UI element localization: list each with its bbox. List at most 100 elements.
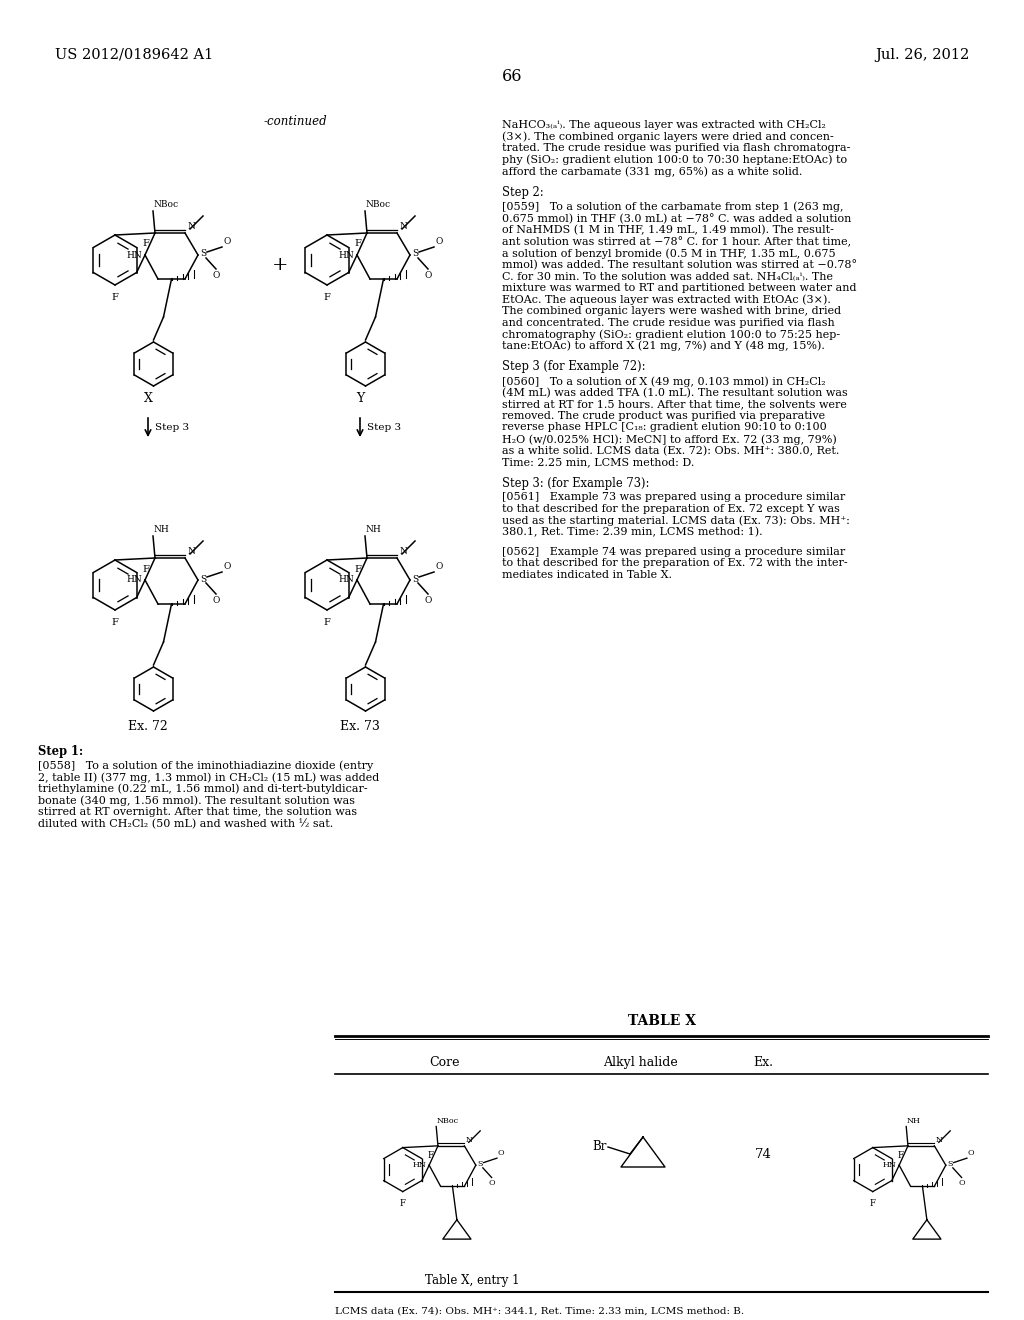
Text: F: F <box>112 293 119 302</box>
Text: mmol) was added. The resultant solution was stirred at −0.78°: mmol) was added. The resultant solution … <box>502 260 857 271</box>
Text: N: N <box>936 1137 943 1144</box>
Text: Br: Br <box>593 1140 607 1154</box>
Text: O: O <box>488 1179 495 1187</box>
Text: S: S <box>412 574 418 583</box>
Text: F: F <box>324 293 331 302</box>
Text: [0561]   Example 73 was prepared using a procedure similar: [0561] Example 73 was prepared using a p… <box>502 492 845 503</box>
Text: S: S <box>947 1160 953 1168</box>
Text: Step 1:: Step 1: <box>38 744 83 758</box>
Text: reverse phase HPLC [C₁₈: gradient elution 90:10 to 0:100: reverse phase HPLC [C₁₈: gradient elutio… <box>502 422 826 433</box>
Text: Step 3: (for Example 73):: Step 3: (for Example 73): <box>502 477 649 490</box>
Text: O: O <box>212 271 220 280</box>
Text: Step 2:: Step 2: <box>502 186 544 199</box>
Text: as a white solid. LCMS data (Ex. 72): Obs. MH⁺: 380.0, Ret.: as a white solid. LCMS data (Ex. 72): Ob… <box>502 446 840 455</box>
Text: stirred at RT overnight. After that time, the solution was: stirred at RT overnight. After that time… <box>38 807 357 817</box>
Text: N: N <box>187 546 195 556</box>
Text: HN: HN <box>413 1162 427 1170</box>
Text: F: F <box>869 1199 876 1208</box>
Text: F: F <box>354 565 361 573</box>
Text: Y: Y <box>356 392 365 405</box>
Text: N: N <box>399 546 407 556</box>
Text: F: F <box>427 1151 433 1160</box>
Text: afford the carbamate (331 mg, 65%) as a white solid.: afford the carbamate (331 mg, 65%) as a … <box>502 166 803 177</box>
Text: 74: 74 <box>755 1147 771 1160</box>
Text: and concentrated. The crude residue was purified via flash: and concentrated. The crude residue was … <box>502 318 835 327</box>
Text: N: N <box>466 1137 473 1144</box>
Text: +: + <box>271 256 288 275</box>
Text: tane:EtOAc) to afford X (21 mg, 7%) and Y (48 mg, 15%).: tane:EtOAc) to afford X (21 mg, 7%) and … <box>502 341 825 351</box>
Text: NBoc: NBoc <box>366 201 391 209</box>
Text: The combined organic layers were washed with brine, dried: The combined organic layers were washed … <box>502 306 841 315</box>
Text: HN: HN <box>338 251 354 260</box>
Text: O: O <box>958 1179 965 1187</box>
Text: S: S <box>200 249 206 259</box>
Text: bonate (340 mg, 1.56 mmol). The resultant solution was: bonate (340 mg, 1.56 mmol). The resultan… <box>38 796 355 807</box>
Text: Table X, entry 1: Table X, entry 1 <box>425 1274 519 1287</box>
Text: (3×). The combined organic layers were dried and concen-: (3×). The combined organic layers were d… <box>502 132 834 143</box>
Text: Core: Core <box>430 1056 460 1069</box>
Text: trated. The crude residue was purified via flash chromatogra-: trated. The crude residue was purified v… <box>502 143 850 153</box>
Text: HN: HN <box>338 576 354 585</box>
Text: NH: NH <box>366 525 382 535</box>
Text: Step 3: Step 3 <box>155 422 189 432</box>
Text: Ex. 72: Ex. 72 <box>128 719 168 733</box>
Text: [0560]   To a solution of X (49 mg, 0.103 mmol) in CH₂Cl₂: [0560] To a solution of X (49 mg, 0.103 … <box>502 376 825 387</box>
Text: F: F <box>354 239 361 248</box>
Text: 2, table II) (377 mg, 1.3 mmol) in CH₂Cl₂ (15 mL) was added: 2, table II) (377 mg, 1.3 mmol) in CH₂Cl… <box>38 772 379 783</box>
Text: N: N <box>399 222 407 231</box>
Text: used as the starting material. LCMS data (Ex. 73): Obs. MH⁺:: used as the starting material. LCMS data… <box>502 516 850 527</box>
Text: NH: NH <box>907 1117 921 1125</box>
Text: phy (SiO₂: gradient elution 100:0 to 70:30 heptane:EtOAc) to: phy (SiO₂: gradient elution 100:0 to 70:… <box>502 154 847 165</box>
Text: TABLE X: TABLE X <box>628 1014 695 1028</box>
Text: diluted with CH₂Cl₂ (50 mL) and washed with ½ sat.: diluted with CH₂Cl₂ (50 mL) and washed w… <box>38 818 333 829</box>
Text: O: O <box>968 1150 975 1158</box>
Text: F: F <box>897 1151 903 1160</box>
Text: O: O <box>424 271 432 280</box>
Text: F: F <box>112 618 119 627</box>
Text: ant solution was stirred at −78° C. for 1 hour. After that time,: ant solution was stirred at −78° C. for … <box>502 236 851 247</box>
Text: H₂O (w/0.025% HCl): MeCN] to afford Ex. 72 (33 mg, 79%): H₂O (w/0.025% HCl): MeCN] to afford Ex. … <box>502 434 837 445</box>
Text: Step 3: Step 3 <box>367 422 401 432</box>
Text: HN: HN <box>883 1162 897 1170</box>
Text: to that described for the preparation of Ex. 72 except Y was: to that described for the preparation of… <box>502 504 840 513</box>
Text: O: O <box>424 597 432 605</box>
Text: S: S <box>477 1160 483 1168</box>
Text: EtOAc. The aqueous layer was extracted with EtOAc (3×).: EtOAc. The aqueous layer was extracted w… <box>502 294 830 305</box>
Text: O: O <box>435 562 442 572</box>
Text: O: O <box>212 597 220 605</box>
Text: S: S <box>412 249 418 259</box>
Text: mixture was warmed to RT and partitioned between water and: mixture was warmed to RT and partitioned… <box>502 282 856 293</box>
Text: (4M mL) was added TFA (1.0 mL). The resultant solution was: (4M mL) was added TFA (1.0 mL). The resu… <box>502 388 848 397</box>
Text: NH: NH <box>154 525 170 535</box>
Text: triethylamine (0.22 mL, 1.56 mmol) and di-tert-butyldicar-: triethylamine (0.22 mL, 1.56 mmol) and d… <box>38 784 368 795</box>
Text: X: X <box>143 392 153 405</box>
Text: Time: 2.25 min, LCMS method: D.: Time: 2.25 min, LCMS method: D. <box>502 457 694 467</box>
Text: NBoc: NBoc <box>437 1117 459 1125</box>
Text: C. for 30 min. To the solution was added sat. NH₄Cl₍ₐⁱ₎. The: C. for 30 min. To the solution was added… <box>502 271 833 281</box>
Text: NBoc: NBoc <box>154 201 179 209</box>
Text: stirred at RT for 1.5 hours. After that time, the solvents were: stirred at RT for 1.5 hours. After that … <box>502 399 847 409</box>
Text: Ex. 73: Ex. 73 <box>340 719 380 733</box>
Text: O: O <box>435 238 442 246</box>
Text: NaHCO₃₍ₐⁱ₎. The aqueous layer was extracted with CH₂Cl₂: NaHCO₃₍ₐⁱ₎. The aqueous layer was extrac… <box>502 120 826 129</box>
Text: [0558]   To a solution of the iminothiadiazine dioxide (entry: [0558] To a solution of the iminothiadia… <box>38 760 374 771</box>
Text: O: O <box>223 238 230 246</box>
Text: of NaHMDS (1 M in THF, 1.49 mL, 1.49 mmol). The result-: of NaHMDS (1 M in THF, 1.49 mL, 1.49 mmo… <box>502 224 834 235</box>
Text: HN: HN <box>126 576 142 585</box>
Text: O: O <box>498 1150 505 1158</box>
Text: [0562]   Example 74 was prepared using a procedure similar: [0562] Example 74 was prepared using a p… <box>502 546 845 557</box>
Text: removed. The crude product was purified via preparative: removed. The crude product was purified … <box>502 411 825 421</box>
Text: Ex.: Ex. <box>753 1056 773 1069</box>
Text: US 2012/0189642 A1: US 2012/0189642 A1 <box>55 48 213 62</box>
Text: [0559]   To a solution of the carbamate from step 1 (263 mg,: [0559] To a solution of the carbamate fr… <box>502 202 844 213</box>
Text: a solution of benzyl bromide (0.5 M in THF, 1.35 mL, 0.675: a solution of benzyl bromide (0.5 M in T… <box>502 248 836 259</box>
Text: mediates indicated in Table X.: mediates indicated in Table X. <box>502 570 672 579</box>
Text: F: F <box>142 239 150 248</box>
Text: LCMS data (Ex. 74): Obs. MH⁺: 344.1, Ret. Time: 2.33 min, LCMS method: B.: LCMS data (Ex. 74): Obs. MH⁺: 344.1, Ret… <box>335 1307 744 1316</box>
Text: N: N <box>187 222 195 231</box>
Text: F: F <box>324 618 331 627</box>
Text: F: F <box>399 1199 406 1208</box>
Text: Alkyl halide: Alkyl halide <box>603 1056 677 1069</box>
Text: Jul. 26, 2012: Jul. 26, 2012 <box>876 48 970 62</box>
Text: 380.1, Ret. Time: 2.39 min, LCMS method: 1).: 380.1, Ret. Time: 2.39 min, LCMS method:… <box>502 527 763 537</box>
